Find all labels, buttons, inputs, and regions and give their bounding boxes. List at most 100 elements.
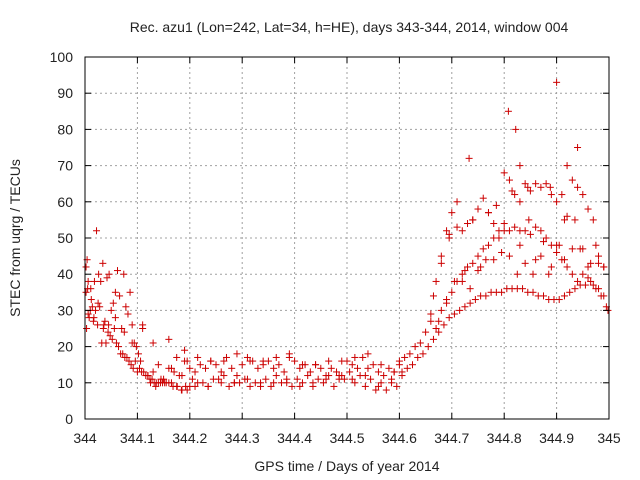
data-point <box>377 361 385 369</box>
data-point <box>129 364 137 372</box>
data-point <box>432 277 440 285</box>
data-point <box>511 191 519 199</box>
data-point <box>124 310 132 318</box>
data-point <box>429 335 437 343</box>
data-point <box>97 277 105 285</box>
data-point <box>346 368 354 376</box>
data-point <box>270 364 278 372</box>
data-point <box>532 256 540 264</box>
data-point <box>222 353 230 361</box>
data-point <box>445 314 453 322</box>
y-tick-label: 90 <box>57 85 73 101</box>
data-point <box>581 281 589 289</box>
data-point <box>338 357 346 365</box>
data-point <box>285 350 293 358</box>
data-point <box>495 227 503 235</box>
data-point <box>563 263 571 271</box>
data-point <box>458 270 466 278</box>
data-point <box>465 154 473 162</box>
data-point <box>466 285 474 293</box>
data-point <box>351 353 359 361</box>
data-point <box>443 227 451 235</box>
data-point <box>482 292 490 300</box>
data-point <box>369 361 377 369</box>
data-point <box>521 180 529 188</box>
data-point <box>380 372 388 380</box>
data-point <box>532 180 540 188</box>
data-point <box>587 259 595 267</box>
data-point <box>553 198 561 206</box>
data-point <box>95 270 103 278</box>
data-point <box>508 187 516 195</box>
data-point <box>516 198 524 206</box>
data-point <box>154 361 162 369</box>
data-point <box>579 191 587 199</box>
data-point <box>546 183 554 191</box>
data-point <box>134 350 142 358</box>
data-point <box>571 216 579 224</box>
data-point <box>121 353 129 361</box>
x-tick-label: 344.3 <box>225 430 260 446</box>
data-point <box>398 368 406 376</box>
data-point <box>361 372 369 380</box>
data-point <box>555 296 563 304</box>
data-point <box>448 209 456 217</box>
data-point <box>390 368 398 376</box>
data-point <box>327 364 335 372</box>
data-point <box>511 223 519 231</box>
y-tick-label: 60 <box>57 194 73 210</box>
data-point <box>259 357 267 365</box>
data-point <box>568 245 576 253</box>
data-point <box>571 285 579 293</box>
data-point <box>566 288 574 296</box>
data-point <box>132 343 140 351</box>
data-point <box>600 263 608 271</box>
data-point <box>498 248 506 256</box>
data-point <box>178 386 186 394</box>
data-point <box>225 382 233 390</box>
y-tick-label: 40 <box>57 266 73 282</box>
data-point <box>542 234 550 242</box>
data-point <box>104 328 112 336</box>
data-point <box>450 310 458 318</box>
data-point <box>532 223 540 231</box>
data-point <box>409 361 416 369</box>
data-point <box>135 364 143 372</box>
data-point <box>309 379 317 387</box>
data-point <box>500 169 508 177</box>
x-tick-label: 344.5 <box>329 430 364 446</box>
data-point <box>306 368 314 376</box>
data-point <box>574 277 582 285</box>
data-point <box>374 382 382 390</box>
data-point <box>93 227 101 235</box>
data-point <box>139 325 147 332</box>
data-point <box>388 379 396 387</box>
data-point <box>128 321 136 329</box>
data-point <box>537 252 545 260</box>
data-point <box>230 379 238 387</box>
x-tick-label: 344.1 <box>120 430 155 446</box>
data-point <box>437 306 445 314</box>
data-point <box>105 321 113 329</box>
data-point <box>111 314 119 322</box>
chart-title: Rec. azu1 (Lon=242, Lat=34, h=HE), days … <box>130 19 569 35</box>
data-point <box>296 382 304 390</box>
data-point <box>89 317 97 325</box>
data-point <box>576 245 584 253</box>
data-point <box>505 227 513 235</box>
data-point <box>453 198 461 206</box>
data-point <box>194 353 202 361</box>
data-point <box>243 353 251 361</box>
data-point <box>584 263 592 271</box>
y-tick-label: 50 <box>57 230 73 246</box>
data-point <box>479 194 487 202</box>
data-point <box>298 361 306 369</box>
data-point <box>587 277 595 285</box>
data-point <box>547 263 555 271</box>
data-point <box>471 296 479 304</box>
data-point <box>558 191 566 199</box>
data-point <box>568 176 576 184</box>
data-point <box>553 78 561 86</box>
data-point <box>280 368 288 376</box>
data-point <box>461 267 469 275</box>
